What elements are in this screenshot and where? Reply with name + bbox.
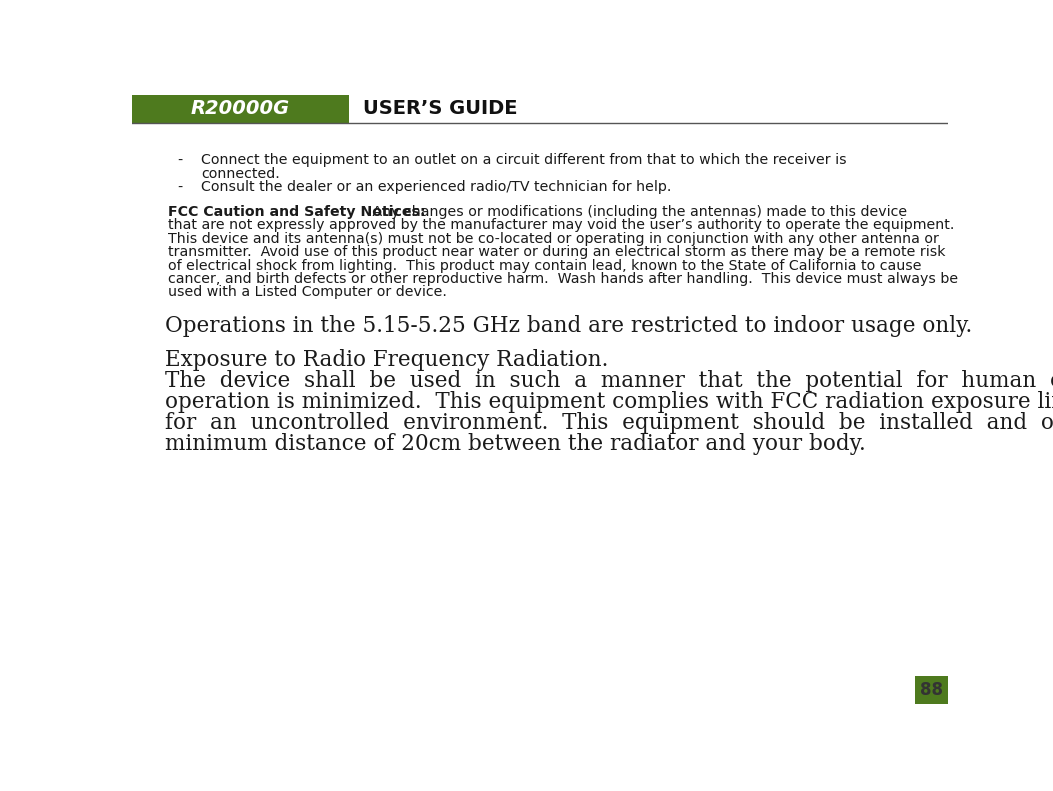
Text: USER’S GUIDE: USER’S GUIDE xyxy=(362,100,517,119)
Text: of electrical shock from lighting.  This product may contain lead, known to the : of electrical shock from lighting. This … xyxy=(168,259,921,273)
Text: that are not expressly approved by the manufacturer may void the user’s authorit: that are not expressly approved by the m… xyxy=(168,218,954,232)
Text: minimum distance of 20cm between the radiator and your body.: minimum distance of 20cm between the rad… xyxy=(165,433,866,455)
Text: 88: 88 xyxy=(920,681,942,699)
Text: Operations in the 5.15-5.25 GHz band are restricted to indoor usage only.: Operations in the 5.15-5.25 GHz band are… xyxy=(165,315,972,337)
Text: This device and its antenna(s) must not be co-located or operating in conjunctio: This device and its antenna(s) must not … xyxy=(168,232,939,245)
Text: operation is minimized.  This equipment complies with FCC radiation exposure lim: operation is minimized. This equipment c… xyxy=(165,392,1053,413)
Text: used with a Listed Computer or device.: used with a Listed Computer or device. xyxy=(168,286,446,300)
Text: The  device  shall  be  used  in  such  a  manner  that  the  potential  for  hu: The device shall be used in such a manne… xyxy=(165,370,1053,392)
Text: Consult the dealer or an experienced radio/TV technician for help.: Consult the dealer or an experienced rad… xyxy=(201,180,672,195)
Text: cancer, and birth defects or other reproductive harm.  Wash hands after handling: cancer, and birth defects or other repro… xyxy=(168,272,958,286)
Bar xyxy=(132,95,349,123)
Text: connected.: connected. xyxy=(201,167,280,181)
Text: Any changes or modifications (including the antennas) made to this device: Any changes or modifications (including … xyxy=(367,205,907,218)
Text: FCC Caution and Safety Notices:: FCC Caution and Safety Notices: xyxy=(168,205,425,218)
Text: transmitter.  Avoid use of this product near water or during an electrical storm: transmitter. Avoid use of this product n… xyxy=(168,245,946,259)
Text: -: - xyxy=(177,180,182,195)
Text: Exposure to Radio Frequency Radiation.: Exposure to Radio Frequency Radiation. xyxy=(165,349,609,371)
Text: Connect the equipment to an outlet on a circuit different from that to which the: Connect the equipment to an outlet on a … xyxy=(201,153,847,168)
Text: R20000G: R20000G xyxy=(191,100,290,119)
Text: -: - xyxy=(177,153,182,168)
Text: for  an  uncontrolled  environment.  This  equipment  should  be  installed  and: for an uncontrolled environment. This eq… xyxy=(165,412,1053,434)
Bar xyxy=(915,676,948,704)
